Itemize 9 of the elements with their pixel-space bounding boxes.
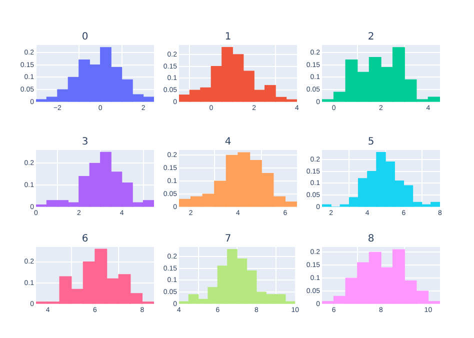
chart-title: 4 bbox=[224, 136, 232, 148]
chart-title: 3 bbox=[82, 136, 88, 148]
chart-title: 6 bbox=[82, 234, 88, 245]
chart-title: 0 bbox=[82, 32, 88, 43]
chart-title: 8 bbox=[368, 234, 374, 245]
chart-title: 7 bbox=[224, 234, 232, 245]
chart-title: 1 bbox=[224, 32, 232, 43]
chart-title: 2 bbox=[368, 32, 374, 43]
chart-title: 5 bbox=[368, 136, 374, 148]
